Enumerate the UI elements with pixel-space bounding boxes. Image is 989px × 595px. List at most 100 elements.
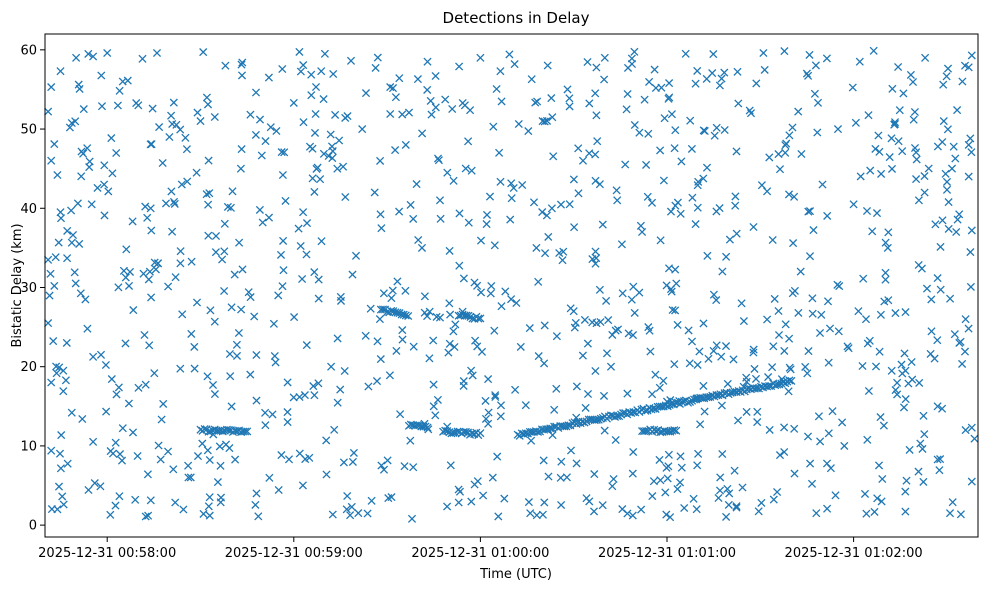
data-point — [227, 303, 236, 312]
data-point — [666, 207, 676, 216]
data-point — [958, 359, 967, 368]
data-point — [572, 459, 581, 468]
data-point — [77, 147, 86, 156]
data-point — [780, 346, 789, 355]
data-point — [93, 183, 102, 192]
data-point — [202, 190, 211, 199]
data-point — [543, 61, 552, 70]
data-point — [650, 65, 659, 74]
data-point — [474, 314, 483, 323]
data-point — [966, 248, 975, 257]
data-point — [386, 83, 395, 92]
data-point — [874, 131, 883, 140]
data-point — [431, 71, 440, 81]
data-point — [912, 148, 921, 157]
data-point — [859, 274, 868, 283]
data-point — [914, 467, 923, 476]
data-point — [205, 189, 214, 198]
data-point — [745, 106, 754, 115]
data-point — [643, 192, 652, 201]
data-point — [693, 360, 702, 369]
data-point — [592, 111, 601, 120]
data-point — [399, 310, 408, 319]
data-point — [556, 473, 565, 482]
data-point — [691, 220, 700, 229]
data-point — [230, 270, 239, 279]
data-point — [45, 291, 54, 300]
data-point — [348, 270, 357, 279]
data-point — [317, 237, 326, 246]
data-point — [804, 71, 813, 80]
data-point — [680, 503, 689, 513]
data-point — [864, 386, 873, 396]
data-point — [129, 306, 138, 315]
data-point — [703, 251, 712, 260]
data-point — [598, 501, 607, 510]
data-point — [476, 314, 485, 323]
data-point — [252, 350, 261, 360]
data-point — [723, 484, 732, 493]
data-point — [279, 266, 288, 275]
data-point — [89, 52, 98, 61]
data-point — [354, 509, 363, 518]
x-tick-label: 2025-12-31 01:01:00 — [598, 546, 736, 561]
data-point — [796, 267, 805, 276]
data-point — [582, 494, 591, 503]
data-point — [544, 472, 553, 481]
data-point — [716, 473, 725, 482]
data-point — [347, 502, 356, 511]
data-point — [944, 198, 953, 207]
data-point — [742, 377, 751, 386]
data-point — [770, 294, 779, 303]
y-tick-label: 10 — [20, 439, 37, 454]
data-point — [812, 509, 821, 518]
data-point — [708, 69, 717, 78]
data-point — [458, 98, 467, 108]
data-point — [317, 67, 326, 76]
data-point — [710, 131, 719, 140]
data-point — [235, 238, 244, 247]
data-point — [316, 175, 325, 184]
data-point — [881, 268, 890, 277]
data-point — [864, 111, 873, 120]
data-point — [501, 287, 510, 296]
data-point — [786, 365, 795, 374]
data-point — [933, 274, 942, 283]
data-point — [211, 248, 220, 257]
data-point — [171, 498, 180, 507]
data-point — [349, 448, 358, 457]
data-point — [482, 210, 492, 219]
data-point — [565, 102, 574, 111]
data-point — [730, 466, 739, 475]
data-point — [514, 119, 523, 129]
data-point — [216, 461, 225, 470]
data-point — [732, 502, 741, 511]
data-point — [283, 408, 292, 417]
data-point — [737, 299, 746, 308]
data-point — [484, 419, 493, 428]
data-point — [479, 491, 488, 500]
data-point — [539, 456, 548, 465]
data-point — [709, 346, 718, 355]
data-point — [687, 144, 696, 153]
data-point — [908, 77, 918, 87]
data-point — [59, 366, 68, 375]
data-point — [921, 53, 930, 62]
data-point — [377, 224, 386, 233]
data-point — [393, 277, 402, 286]
data-point — [890, 118, 900, 127]
data-point — [617, 240, 626, 249]
data-point — [44, 107, 53, 116]
data-point — [572, 382, 581, 391]
data-point — [327, 362, 336, 371]
data-point — [547, 94, 556, 103]
data-point — [204, 502, 213, 511]
data-point — [310, 128, 320, 137]
data-point — [533, 427, 543, 436]
data-point — [673, 485, 682, 494]
data-point — [591, 366, 600, 376]
data-point — [613, 196, 622, 205]
data-point — [563, 85, 572, 94]
data-point — [146, 496, 155, 505]
data-point — [361, 331, 370, 340]
